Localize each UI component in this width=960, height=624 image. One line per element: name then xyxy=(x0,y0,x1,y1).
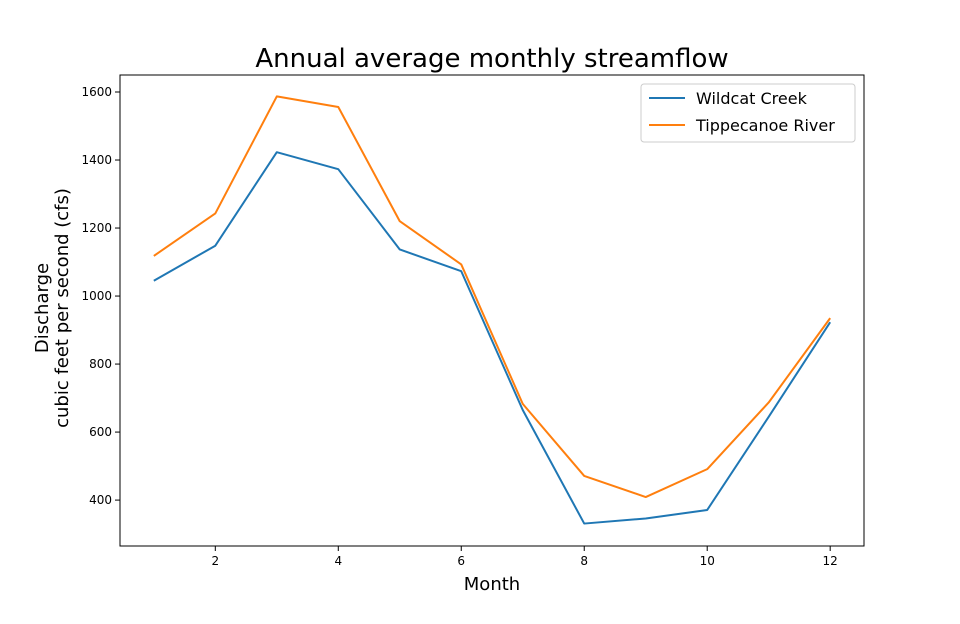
y-tick-label: 1400 xyxy=(81,153,112,167)
x-axis-label: Month xyxy=(464,574,520,595)
x-tick-label: 4 xyxy=(334,554,342,568)
y-tick-label: 400 xyxy=(89,493,112,507)
y-tick-label: 1000 xyxy=(81,289,112,303)
x-axis: 2 4 6 8 10 12 xyxy=(211,546,838,568)
x-tick-label: 8 xyxy=(580,554,588,568)
x-tick-label: 10 xyxy=(700,554,715,568)
legend-label-wildcat-creek: Wildcat Creek xyxy=(696,89,808,108)
legend-box xyxy=(640,83,856,143)
y-tick-label: 1600 xyxy=(81,85,112,99)
y-tick-label: 800 xyxy=(89,357,112,371)
chart-title: Annual average monthly streamflow xyxy=(255,44,728,74)
y-tick-label: 1200 xyxy=(81,221,112,235)
series-line-tippecanoe-river xyxy=(153,95,831,499)
plot-area: 2 4 6 8 10 12 400 600 800 1000 1200 1400 1600 xyxy=(81,74,865,568)
plot-frame xyxy=(119,74,865,547)
series-line-wildcat-creek xyxy=(153,151,832,525)
y-axis-label-line1: Discharge xyxy=(32,263,53,353)
legend-label-tippecanoe-river: Tippecanoe River xyxy=(695,116,835,135)
x-tick-label: 2 xyxy=(211,554,219,568)
x-tick-label: 12 xyxy=(823,554,838,568)
y-axis-label: Discharge cubic feet per second (cfs) xyxy=(32,188,73,428)
y-tick-label: 600 xyxy=(89,425,112,439)
legend: Wildcat Creek Tippecanoe River xyxy=(640,83,856,143)
y-axis: 400 600 800 1000 1200 1400 1600 xyxy=(81,85,120,507)
x-tick-label: 6 xyxy=(457,554,465,568)
series-lines xyxy=(153,95,832,525)
y-axis-label-line2: cubic feet per second (cfs) xyxy=(52,188,73,428)
